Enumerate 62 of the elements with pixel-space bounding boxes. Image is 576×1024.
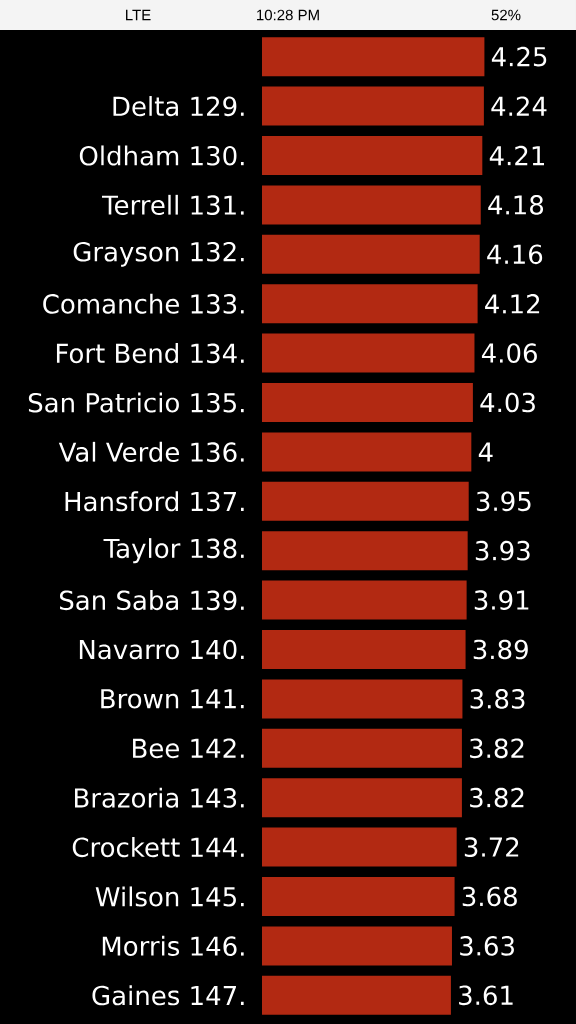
y-tick-label: Bee 142. — [133, 738, 244, 759]
data-label: 3.61 — [459, 985, 513, 1006]
y-tick-label: Brown 141. — [101, 689, 244, 709]
data-label: 4.03 — [480, 392, 535, 413]
y-tick-label: San Patricio 135. — [28, 392, 244, 413]
y-tick-label: Val Verde 136. — [58, 441, 244, 462]
data-label: 3.82 — [470, 787, 524, 808]
text: 52% — [491, 9, 521, 21]
data-label: 3.83 — [470, 689, 525, 709]
bar — [262, 926, 452, 966]
data-label: 3.95 — [476, 491, 531, 512]
bar — [262, 284, 478, 324]
y-tick-label: Wilson 145. — [95, 886, 244, 907]
data-label: 3.82 — [470, 738, 524, 759]
y-tick-label: Taylor 138. — [103, 538, 244, 564]
bar — [262, 580, 467, 620]
data-label: 4.21 — [489, 145, 544, 166]
data-label: 3.91 — [474, 590, 529, 610]
data-label: 3.72 — [464, 837, 519, 857]
data-label: 3.68 — [462, 886, 517, 907]
text: 10:28 PM — [257, 9, 319, 21]
y-tick-label: Navarro 140. — [79, 639, 244, 660]
data-label: 4 — [478, 442, 493, 462]
bar — [262, 234, 480, 274]
y-tick-label: Morris 146. — [102, 935, 244, 956]
bar — [262, 333, 475, 373]
text: LTE — [126, 9, 151, 21]
data-label: 4.18 — [488, 195, 544, 215]
bar — [262, 531, 468, 571]
data-label: 3.93 — [475, 540, 530, 561]
bar — [262, 185, 481, 225]
data-label: 4.24 — [491, 96, 547, 116]
y-tick-label: San Saba 139. — [59, 590, 244, 611]
data-label: 4.16 — [487, 244, 543, 265]
bar — [262, 975, 451, 1015]
bar — [262, 481, 469, 521]
y-tick-label: Grayson 132. — [73, 241, 244, 267]
y-tick-label: Crockett 144. — [72, 837, 244, 858]
data-label: 3.89 — [473, 639, 528, 660]
bar — [262, 728, 462, 768]
data-label: 3.63 — [460, 936, 514, 956]
y-tick-label: Comanche 133. — [43, 293, 244, 314]
y-tick-label: Hansford 137. — [65, 491, 244, 512]
bar — [262, 86, 484, 126]
y-tick-label: Terrell 131. — [101, 194, 244, 215]
y-tick-label: Oldham 130. — [79, 145, 244, 166]
bar — [262, 877, 455, 916]
bar — [262, 778, 462, 818]
y-tick-label: Brazoria 143. — [75, 787, 244, 808]
bar — [262, 679, 463, 719]
y-tick-label: Gaines 147. — [92, 985, 244, 1006]
data-label: 4.25 — [491, 46, 547, 67]
bar — [262, 432, 472, 472]
bar — [262, 827, 457, 867]
bar — [262, 630, 466, 669]
bar — [262, 383, 473, 422]
y-tick-label: Fort Bend 134. — [56, 343, 244, 364]
data-label: 4.06 — [481, 343, 537, 363]
y-tick-label: Delta 129. — [113, 96, 244, 117]
bar — [262, 136, 483, 175]
data-label: 4.12 — [485, 294, 540, 314]
bar — [262, 37, 485, 77]
